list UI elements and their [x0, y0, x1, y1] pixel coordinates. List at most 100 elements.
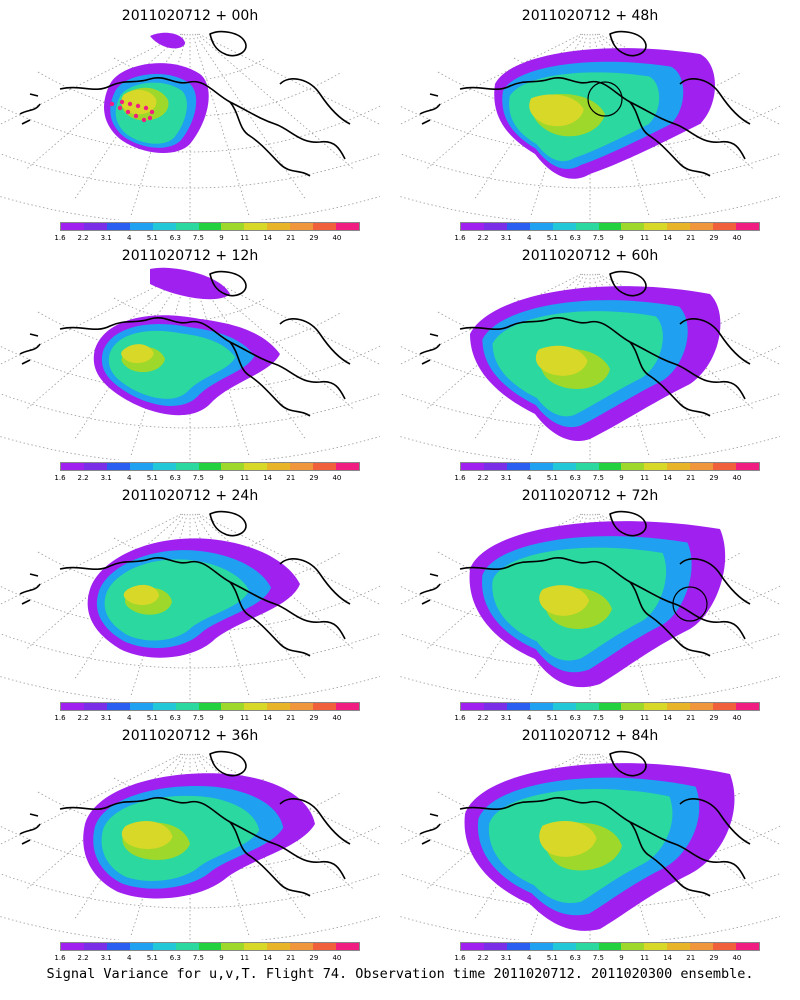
colorbar-swatch: [267, 943, 291, 950]
variance-contour: [529, 94, 584, 127]
colorbar-swatch: [598, 703, 622, 710]
colorbar-tick-label: 3.1: [500, 474, 512, 482]
observation-circle: [672, 586, 708, 622]
colorbar-swatch: [244, 463, 268, 470]
colorbar-swatch: [506, 463, 530, 470]
colorbar-swatch: [106, 703, 130, 710]
colorbar-tick-label: 2.2: [77, 234, 89, 242]
colorbar-swatch: [667, 703, 691, 710]
coastline: [59, 317, 346, 400]
colorbar-swatch: [152, 223, 176, 230]
colorbar-tick-label: 5.1: [146, 234, 158, 242]
flight-track-point: [127, 101, 133, 107]
latitude-line: [0, 633, 380, 669]
colorbar-tick-label: 14: [263, 474, 273, 482]
colorbar-swatch: [313, 223, 337, 230]
colorbar-swatch: [644, 943, 668, 950]
colorbar-tick-label: 5.1: [146, 474, 158, 482]
latitude-line: [113, 57, 267, 81]
flight-track: [109, 99, 155, 123]
colorbar-tick-label: 9: [619, 954, 624, 962]
colorbar-swatch: [175, 223, 199, 230]
colorbar-swatch: [598, 463, 622, 470]
colorbar-swatch: [552, 223, 576, 230]
coastline: [279, 78, 351, 125]
colorbar-tick-label: 1.6: [454, 234, 466, 242]
colorbar-tick-label: 5.1: [546, 714, 558, 722]
colorbar-swatch: [713, 943, 737, 950]
colorbar-tick-label: 9: [219, 234, 224, 242]
colorbar-tick-label: 29: [709, 474, 719, 482]
coastline: [629, 101, 711, 177]
coastline: [609, 750, 647, 777]
colorbar-swatch: [198, 943, 222, 950]
coastline: [229, 821, 311, 897]
flight-track-point: [109, 101, 115, 107]
variance-contour: [104, 559, 250, 641]
coastline: [459, 797, 746, 880]
colorbar-swatch: [621, 943, 645, 950]
colorbar-swatch: [129, 463, 153, 470]
colorbar-swatch: [690, 223, 714, 230]
colorbar-tick-label: 29: [309, 234, 319, 242]
colorbar-swatch: [61, 943, 84, 950]
colorbar-swatch: [61, 463, 84, 470]
variance-contour: [123, 584, 159, 606]
coastline: [419, 93, 441, 125]
coastline: [459, 317, 746, 400]
colorbar-swatch: [313, 943, 337, 950]
meridian-line: [196, 33, 353, 169]
colorbar-swatch: [175, 943, 199, 950]
latitude-line: [0, 105, 380, 153]
colorbar-tick-label: 1.6: [454, 954, 466, 962]
map-panel: 2011020712 + 24h 1.6 2.2 3.1 4 5.1 6.3 7.5 9 11 1…: [0, 480, 380, 722]
colorbar-swatch: [175, 463, 199, 470]
colorbar-tick-label: 21: [286, 234, 296, 242]
map-plot: [0, 30, 380, 220]
flight-track-point: [147, 115, 153, 121]
flight-track-point: [117, 105, 123, 111]
colorbar-tick-label: 3.1: [100, 234, 112, 242]
coastline: [459, 77, 746, 160]
colorbar-tick-label: 6.3: [169, 714, 181, 722]
coastline: [59, 77, 346, 160]
flight-track-point: [143, 105, 149, 111]
colorbar-labels: 1.6 2.2 3.1 4 5.1 6.3 7.5 9 11 14 21 29 40: [454, 714, 760, 724]
variance-contour: [150, 267, 230, 300]
colorbar-tick-label: 2.2: [77, 714, 89, 722]
colorbar-swatch: [198, 223, 222, 230]
colorbar-tick-label: 3.1: [100, 474, 112, 482]
map-panel: 2011020712 + 12h 1.6 2.2 3.1 4 5.1 6.3 7.5 9 11 1…: [0, 240, 380, 482]
colorbar-tick-label: 21: [286, 954, 296, 962]
colorbar-swatch: [267, 463, 291, 470]
colorbar: [60, 222, 360, 231]
colorbar-swatch: [461, 223, 484, 230]
colorbar-tick-label: 21: [286, 714, 296, 722]
colorbar-swatch: [83, 943, 107, 950]
colorbar-tick-label: 2.2: [77, 954, 89, 962]
colorbar-tick-label: 9: [219, 954, 224, 962]
colorbar-swatch: [552, 463, 576, 470]
observation-circle: [587, 81, 623, 117]
colorbar-swatch: [667, 943, 691, 950]
colorbar-swatch: [552, 703, 576, 710]
coastline: [459, 557, 746, 640]
latitude-line: [400, 153, 780, 189]
coastlines: [19, 750, 351, 897]
colorbar-tick-label: 11: [640, 474, 650, 482]
colorbar-tick-label: 40: [732, 234, 742, 242]
coastline: [629, 821, 711, 897]
meridian-line: [198, 753, 380, 845]
variance-field: [494, 48, 715, 179]
variance-field: [470, 286, 721, 442]
map-panel: 2011020712 + 84h 1.6 2.2 3.1 4 5.1 6.3 7.5 9 11 1…: [400, 720, 780, 962]
colorbar: [460, 462, 760, 471]
coastline: [19, 573, 41, 605]
colorbar: [60, 462, 360, 471]
coastline: [419, 573, 441, 605]
coastline: [209, 30, 247, 57]
colorbar-tick-label: 3.1: [100, 714, 112, 722]
colorbar-swatch: [552, 943, 576, 950]
colorbar-swatch: [598, 223, 622, 230]
coastlines: [419, 30, 751, 177]
